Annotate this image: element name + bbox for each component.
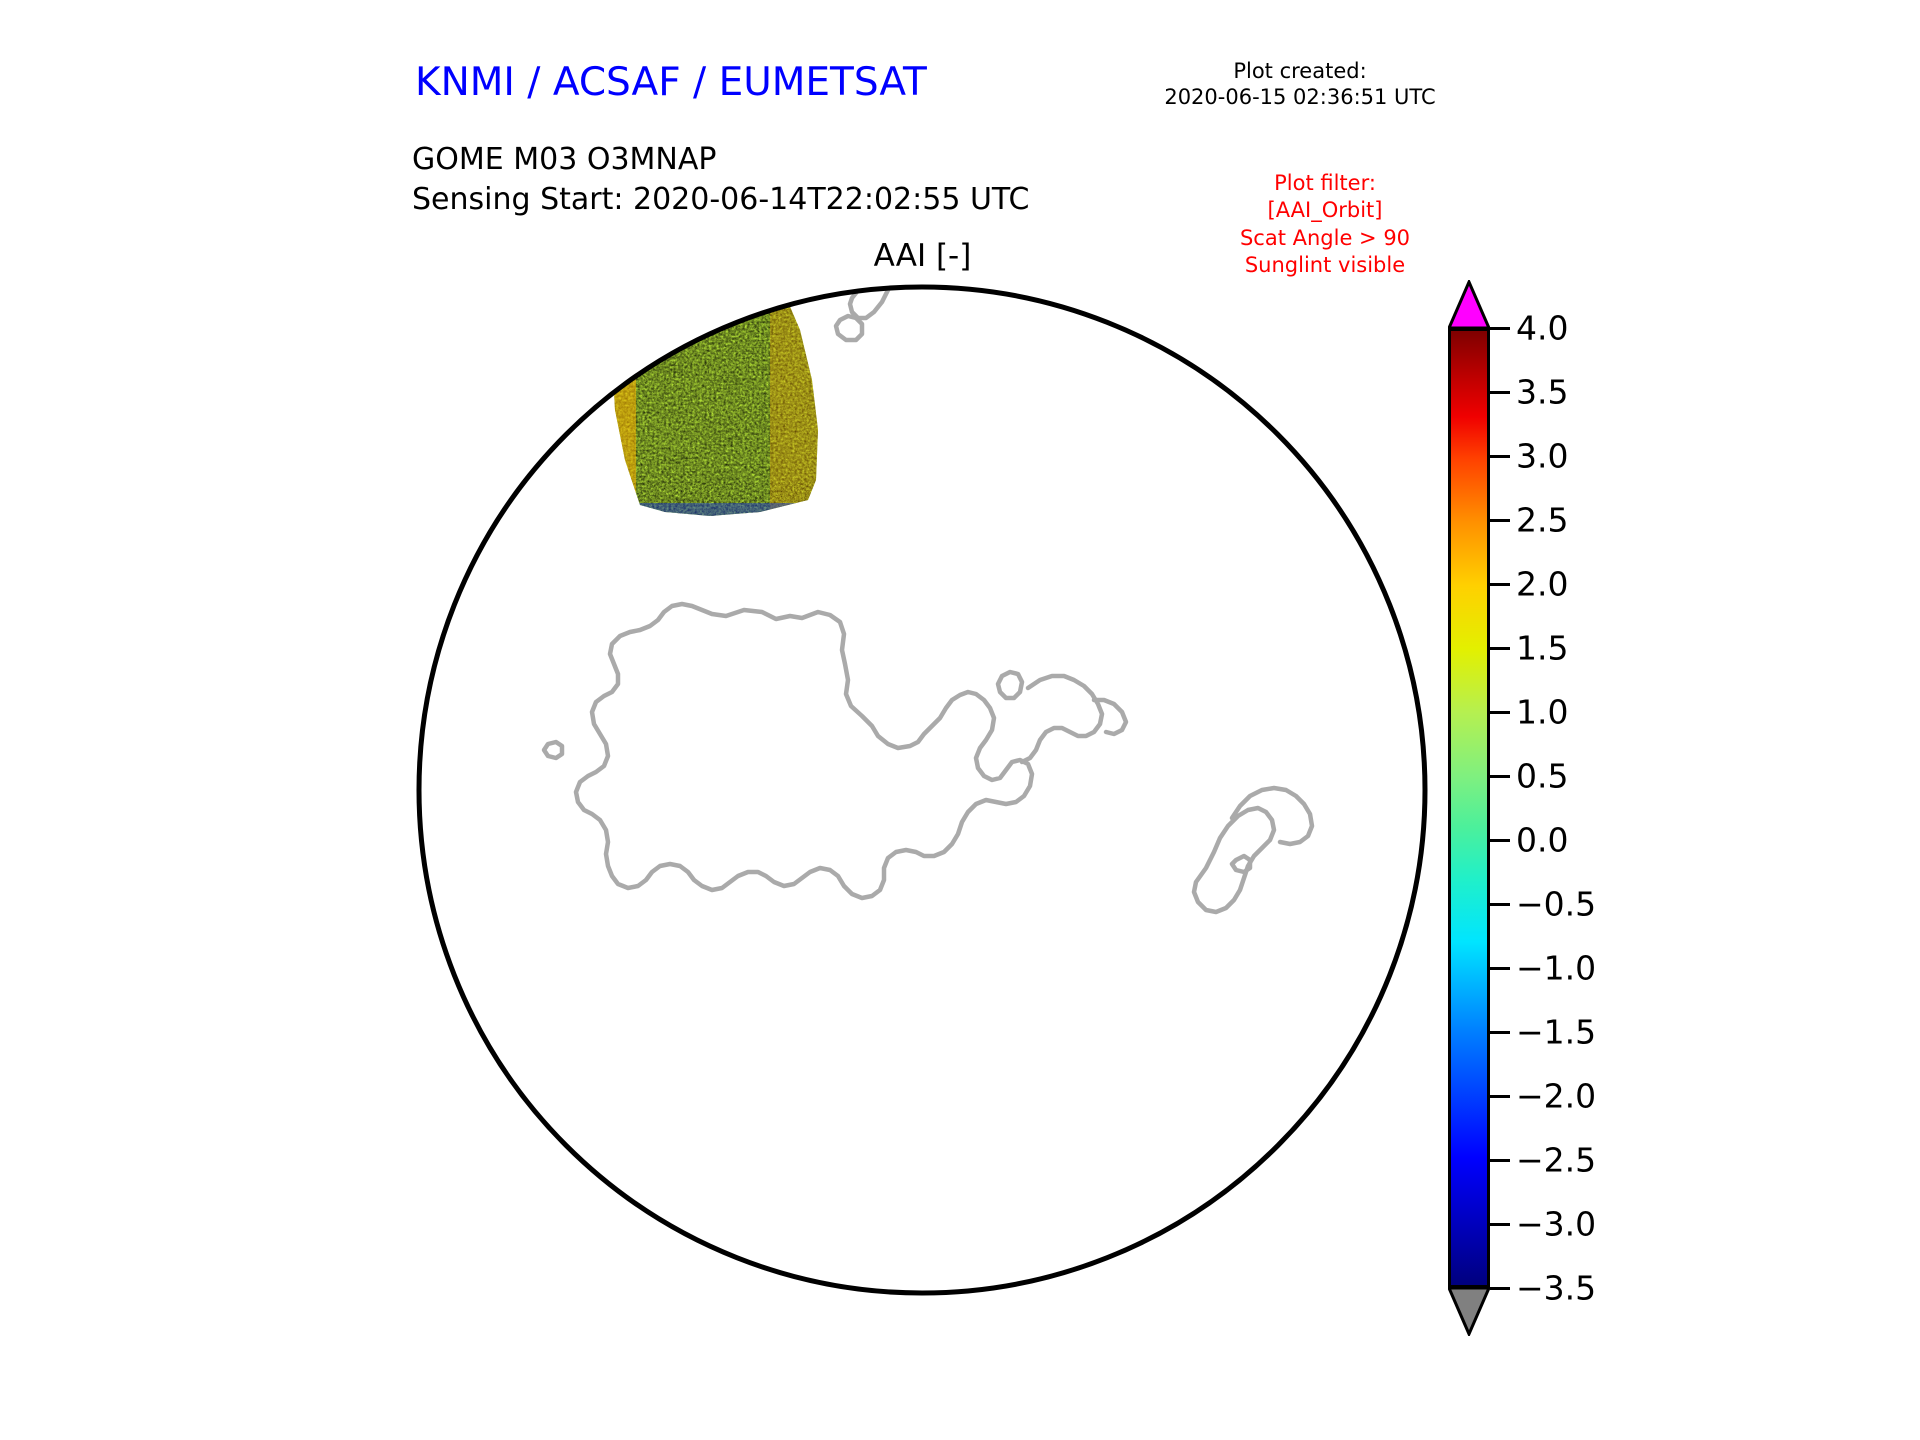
globe-outline (416, 284, 1428, 1296)
plot-created-block: Plot created: 2020-06-15 02:36:51 UTC (1140, 58, 1460, 111)
brand-title: KNMI / ACSAF / EUMETSAT (415, 60, 927, 105)
colorbar-tick-label: 1.5 (1516, 628, 1569, 668)
colorbar-tick-mark (1490, 326, 1510, 330)
coastline-peninsula (1019, 673, 1105, 765)
colorbar-tick-label: 2.0 (1516, 564, 1569, 604)
colorbar-tick-label: −3.0 (1516, 1204, 1597, 1244)
coastline-island-falkland (1229, 853, 1253, 875)
coastline-island-small (541, 739, 565, 761)
colorbar-tick-mark (1490, 838, 1510, 842)
colorbar-tick-mark (1490, 774, 1510, 778)
colorbar-tick-mark (1490, 1158, 1510, 1162)
colorbar-tick-mark (1490, 1286, 1510, 1290)
colorbar-tick-label: −1.5 (1516, 1012, 1597, 1052)
instrument-title: GOME M03 O3MNAP (412, 142, 717, 177)
colorbar: 4.0 3.5 3.0 2.5 2.0 1.5 1.0 0.5 0.0 −0.5 −1.0 −1.5 −… (1430, 280, 1860, 1336)
colorbar-tick-label: −1.0 (1516, 948, 1597, 988)
colorbar-tick-mark (1490, 454, 1510, 458)
colorbar-tick-mark (1490, 902, 1510, 906)
colorbar-tick-mark (1490, 582, 1510, 586)
colorbar-tick-label: 3.5 (1516, 372, 1569, 412)
colorbar-tick-label: 3.0 (1516, 436, 1569, 476)
colorbar-under-arrow-icon (1448, 1286, 1490, 1336)
colorbar-tick-mark (1490, 390, 1510, 394)
plot-filter-sunglint: Sunglint visible (1244, 252, 1406, 277)
coastlines (541, 214, 1315, 915)
title-block: GOME M03 O3MNAP Sensing Start: 2020-06-1… (412, 140, 1029, 220)
sensing-start-title: Sensing Start: 2020-06-14T22:02:55 UTC (412, 181, 1030, 217)
colorbar-tick-label: 2.5 (1516, 500, 1569, 540)
globe-disc (419, 287, 1425, 1293)
colorbar-ticks: 4.0 3.5 3.0 2.5 2.0 1.5 1.0 0.5 0.0 −0.5 −1.0 −1.5 −… (1430, 280, 1860, 1305)
colorbar-tick-mark (1490, 518, 1510, 522)
colorbar-tick-mark (1490, 966, 1510, 970)
colorbar-gradient (1448, 328, 1490, 1288)
polar-map-svg (416, 214, 1428, 1296)
colorbar-tick-label: 1.0 (1516, 692, 1569, 732)
colorbar-tick-mark (1490, 646, 1510, 650)
coastline-new-zealand (847, 287, 903, 321)
colorbar-tick-label: 0.5 (1516, 756, 1569, 796)
colorbar-tick-label: −0.5 (1516, 884, 1597, 924)
coastline-new-zealand-south (833, 313, 865, 343)
colorbar-tick-label: −2.5 (1516, 1140, 1597, 1180)
coastline-peninsula-west (995, 669, 1025, 701)
colorbar-tick-label: 0.0 (1516, 820, 1569, 860)
plot-created-label: Plot created: (1233, 59, 1367, 83)
colorbar-tick-mark (1490, 1094, 1510, 1098)
map-canvas (416, 214, 1428, 1296)
plot-filter-name: [AAI_Orbit] (1267, 198, 1383, 223)
colorbar-tick-mark (1490, 710, 1510, 714)
colorbar-tick-label: −2.0 (1516, 1076, 1597, 1116)
plot-filter-scat-angle: Scat Angle > 90 (1239, 225, 1411, 250)
coastline-peninsula-tip (1091, 697, 1129, 737)
colorbar-tick-label: 4.0 (1516, 308, 1569, 348)
colorbar-tick-mark (1490, 1030, 1510, 1034)
colorbar-tick-label: −3.5 (1516, 1268, 1597, 1308)
coastline-south-america (1191, 805, 1277, 915)
coastline-south-america-upper (1229, 785, 1315, 847)
variable-title: AAI [-] (873, 238, 972, 274)
coastline-new-zealand-north (868, 214, 910, 262)
coastline-antarctica (573, 601, 1035, 901)
plot-created-timestamp: 2020-06-15 02:36:51 UTC (1164, 85, 1436, 110)
plot-filter-block: Plot filter: [AAI_Orbit] Scat Angle > 90… (1200, 170, 1450, 279)
colorbar-tick-mark (1490, 1222, 1510, 1226)
plot-filter-label: Plot filter: (1274, 171, 1376, 195)
